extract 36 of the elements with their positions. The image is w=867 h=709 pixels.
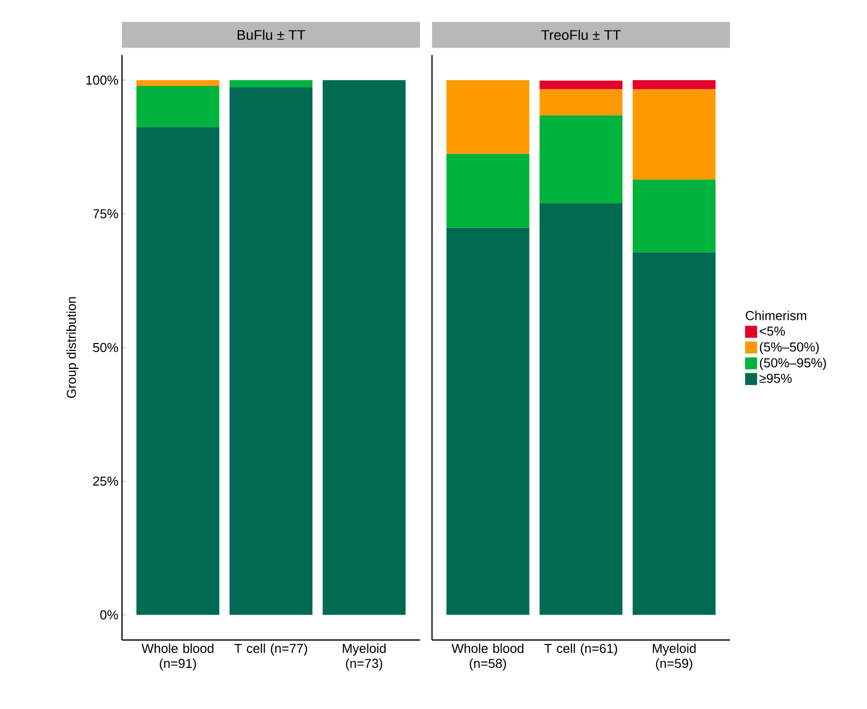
bar: [446, 80, 530, 154]
bar: [632, 80, 716, 90]
y-tick-label: 75%: [93, 209, 118, 218]
y-tick-label: 25%: [93, 476, 118, 486]
bar: [136, 80, 220, 86]
x-tick-label: Whole blood (n=91): [142, 644, 214, 671]
bar: [540, 80, 622, 90]
bar: [632, 252, 716, 615]
legend-label: (50%–95%): [760, 358, 826, 370]
bar: [540, 203, 622, 615]
x-tick-label: Myeloid (n=59): [652, 644, 696, 671]
legend-label: <5%: [760, 326, 785, 336]
bar: [632, 89, 716, 180]
bar: [446, 228, 530, 615]
bar: [322, 80, 406, 615]
bar: [230, 80, 312, 88]
bar: [136, 127, 220, 615]
legend-label: (5%–50%): [760, 342, 819, 354]
bar: [136, 86, 220, 128]
y-axis-title: Group distribution: [66, 297, 79, 398]
y-tick-label: 100%: [86, 76, 118, 85]
x-tick-label: T cell (n=61): [544, 644, 618, 656]
bar: [540, 89, 622, 116]
chart-title: TreoFlu ± TT: [541, 30, 621, 40]
x-tick-label: Myeloid (n=73): [342, 644, 386, 671]
bar: [446, 154, 530, 228]
x-tick-label: T cell (n=77): [234, 644, 308, 656]
bar: [632, 180, 716, 252]
y-tick-label: 50%: [93, 342, 118, 352]
bar: [540, 115, 622, 204]
legend-label: ≥95%: [760, 374, 792, 383]
bar: [230, 87, 312, 615]
x-tick-label: Whole blood (n=58): [452, 644, 524, 671]
chart-title: BuFlu ± TT: [238, 30, 306, 40]
legend-title: Chimerism: [746, 310, 806, 320]
y-tick-label: 0%: [100, 610, 118, 620]
